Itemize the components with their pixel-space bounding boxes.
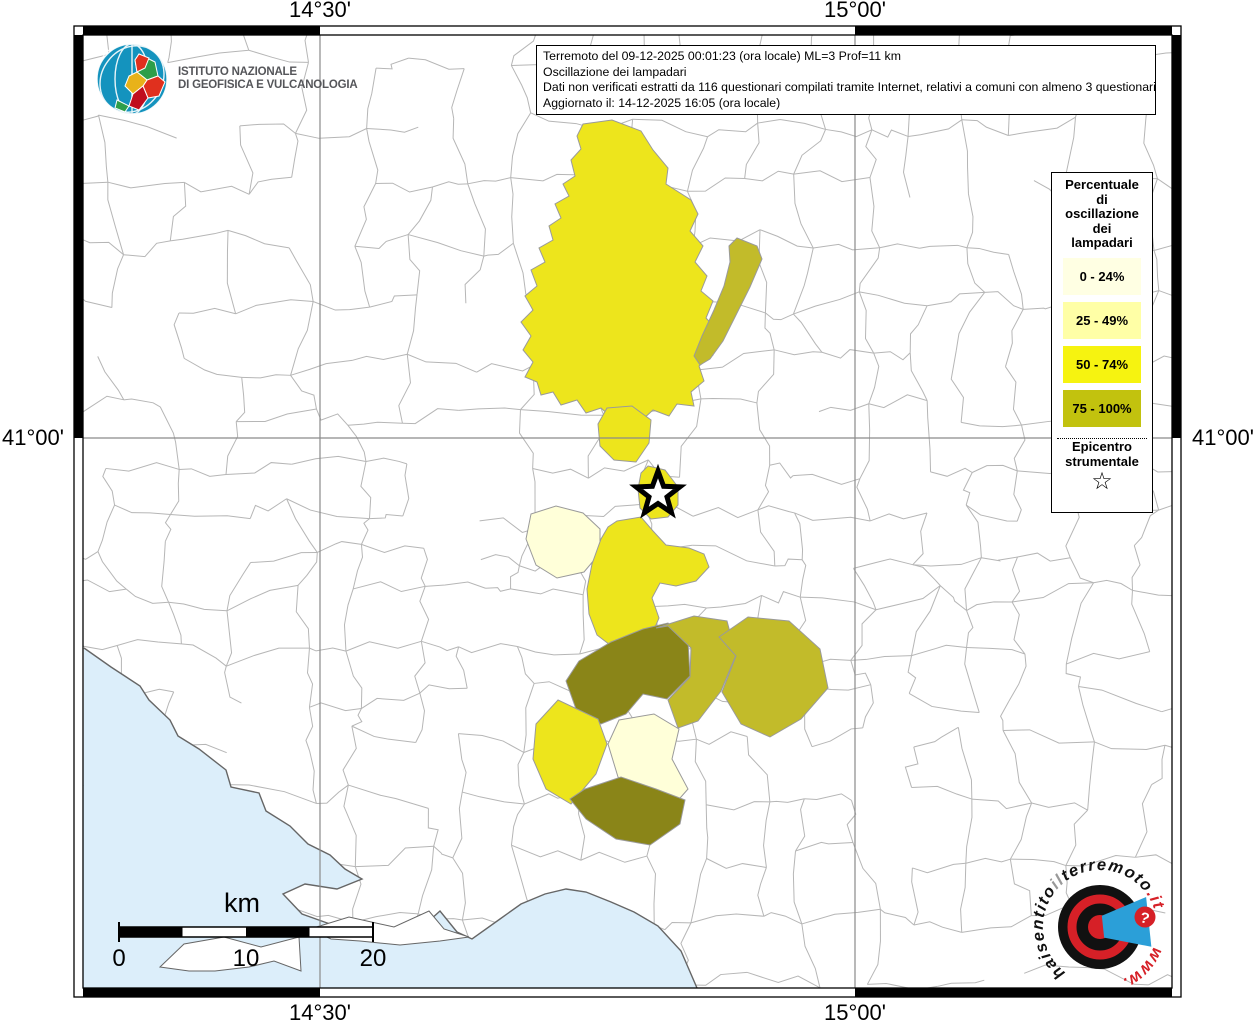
felt-region-5: [586, 516, 710, 652]
felt-region-9: [532, 699, 608, 805]
legend-title-line: dei: [1092, 220, 1112, 236]
map-inner: [83, 35, 1172, 988]
scale-tick-label: 10: [233, 945, 260, 972]
lat-label-left-4100: 41°00': [2, 425, 64, 450]
legend-title-line: Percentuale: [1065, 177, 1139, 192]
map-neatline: [73, 25, 1182, 998]
question-mark-icon: ?: [1138, 909, 1151, 928]
coastal-peninsula: [158, 936, 302, 972]
legend-swatch-50-74: 50 - 74%: [1063, 345, 1141, 383]
sea: [83, 648, 697, 988]
info-line-event: Terremoto del 09-12-2025 00:01:23 (ora l…: [543, 49, 901, 63]
felt-region-11: [569, 776, 686, 846]
felt-region-1: [693, 237, 763, 366]
lon-label-bottom-1500: 15°00': [824, 1000, 886, 1024]
haisentito-logo: haisentitoilterremoto.it www. ?: [1029, 856, 1167, 993]
coastline: [83, 647, 698, 988]
lon-label-top-1430: 14°30': [289, 0, 351, 22]
info-line-source: Dati non verificati estratti da 116 ques…: [543, 80, 1156, 95]
scale-tick-label: 0: [112, 945, 125, 972]
epicenter-label: strumentale: [1065, 453, 1139, 469]
ingv-logo: ISTITUTO NAZIONALE DI GEOFISICA E VULCAN…: [95, 42, 358, 116]
info-line-updated: Aggiornato il: 14-12-2025 16:05 (ora loc…: [543, 95, 781, 110]
legend-title-line: lampadari: [1071, 235, 1133, 250]
felt-region-7: [655, 615, 737, 729]
legend-title: Percentuale di oscillazione dei lampadar…: [1052, 173, 1152, 251]
lat-label-right-4100: 41°00': [1192, 425, 1254, 450]
ingv-line2: DI GEOFISICA E VULCANOLOGIA: [178, 79, 358, 91]
question-badge: [1134, 906, 1156, 928]
epicenter-star-icon: ☆: [1091, 467, 1113, 495]
legend-divider: [1057, 437, 1147, 439]
ingv-wordmark: ISTITUTO NAZIONALE DI GEOFISICA E VULCAN…: [178, 65, 358, 93]
felt-region-8: [718, 616, 829, 738]
legend-title-line: oscillazione: [1065, 206, 1139, 221]
legend-box: Percentuale di oscillazione dei lampadar…: [1051, 172, 1153, 513]
epicenter-label: Epicentro: [1072, 438, 1132, 454]
ingv-line1: ISTITUTO NAZIONALE: [178, 65, 297, 78]
info-line-question: Oscillazione dei lampadari: [543, 64, 687, 79]
earthquake-info-box: Terremoto del 09-12-2025 00:01:23 (ora l…: [536, 45, 1156, 116]
epicenter-star-marker: [629, 463, 687, 519]
legend-title-line: di: [1096, 191, 1108, 207]
lon-label-bottom-1430: 14°30': [289, 1000, 351, 1024]
scale-tick-label: 20: [360, 945, 387, 972]
scale-unit-label: km: [224, 888, 260, 918]
ingv-globe-icon: [96, 42, 168, 116]
scale-bar: km 0 10 20: [112, 888, 386, 972]
legend-swatch-75-100: 75 - 100%: [1063, 389, 1141, 427]
felt-region-0: [520, 119, 718, 422]
felt-region-4: [525, 505, 601, 579]
felt-region-2: [597, 405, 652, 463]
legend-swatch-0-24: 0 - 24%: [1063, 257, 1141, 295]
legend-swatch-25-49: 25 - 49%: [1063, 301, 1141, 339]
lon-label-top-1500: 15°00': [824, 0, 886, 22]
